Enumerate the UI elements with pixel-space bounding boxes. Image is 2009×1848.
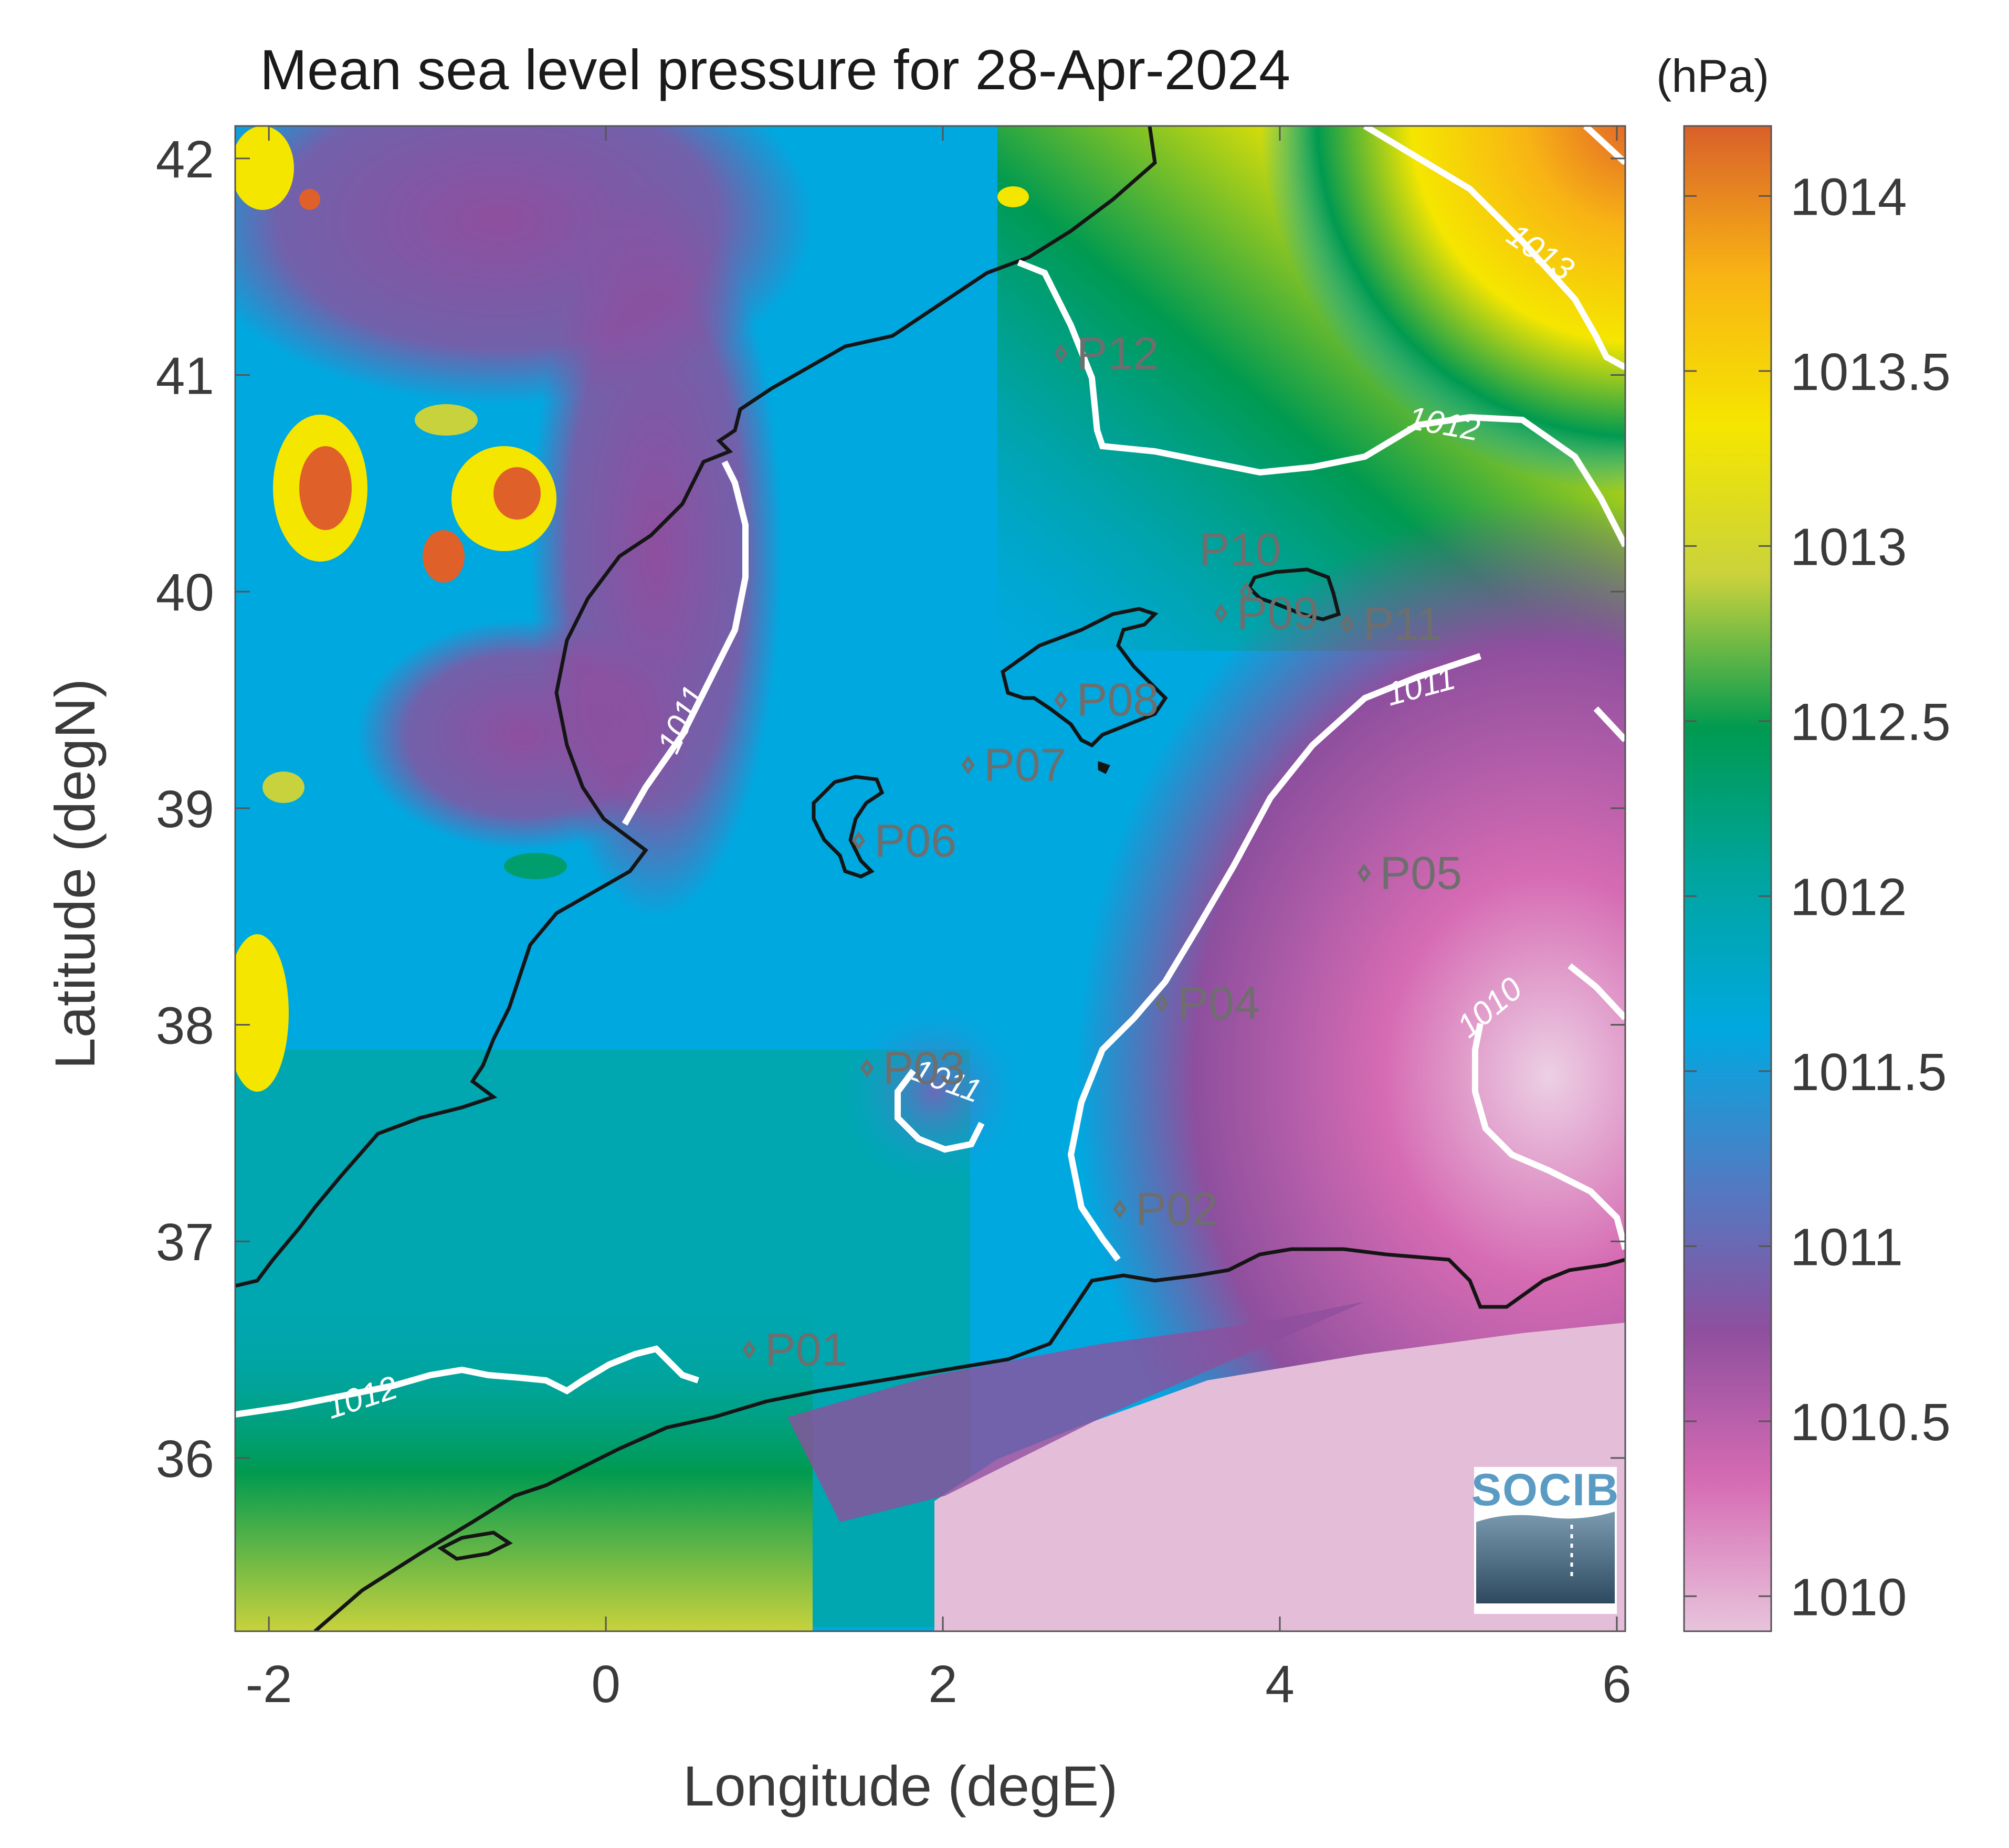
colorbar-tick-label: 1012 [1790, 868, 1907, 926]
spain-south-island [437, 1530, 513, 1561]
station-marker-p01 [742, 1340, 756, 1359]
station-label-p10: P10 [1199, 523, 1281, 575]
isobars [235, 126, 1625, 1418]
station-label-p06: P06 [875, 815, 957, 867]
station-marker-p09 [1214, 604, 1228, 623]
station-marker-p10 [1239, 582, 1253, 601]
y-tick-label: 37 [156, 1213, 214, 1272]
isobar-1011-east-b [1593, 706, 1625, 743]
y-tick-label: 39 [156, 780, 214, 839]
station-marker-p07 [961, 755, 975, 775]
x-tick-label: 4 [1265, 1655, 1295, 1714]
y-tick-label: 36 [156, 1430, 214, 1488]
x-tick-label: 0 [591, 1655, 620, 1714]
station-label-p12: P12 [1077, 327, 1159, 379]
africa-coast [313, 1247, 1625, 1631]
station-label-p02: P02 [1135, 1182, 1218, 1234]
map-title: Mean sea level pressure for 28-Apr-2024 [260, 38, 1290, 101]
y-tick-label: 41 [156, 347, 214, 406]
colorbar-tick-label: 1011.5 [1790, 1043, 1947, 1102]
isobar-1012-south [235, 1345, 699, 1418]
station-label-p04: P04 [1177, 977, 1260, 1029]
colorbar-tick-label: 1014 [1790, 167, 1907, 226]
x-tick-label: 2 [928, 1655, 958, 1714]
station-marker-p08 [1054, 690, 1068, 710]
colorbar-unit: (hPa) [1656, 50, 1769, 102]
isobar-1013-b [1583, 126, 1625, 165]
station-label-p09: P09 [1237, 587, 1319, 639]
station-marker-p11 [1340, 614, 1354, 634]
station-marker-p03 [860, 1058, 874, 1078]
spain-coast [235, 126, 1157, 1288]
colorbar-tick-label: 1011 [1790, 1218, 1903, 1276]
colorbar-tick-label: 1012.5 [1790, 693, 1951, 752]
coastline [235, 126, 1625, 1631]
station-marker-p05 [1357, 863, 1371, 883]
isobar-1010 [1472, 1022, 1625, 1250]
mallorca-coast [1001, 607, 1168, 748]
station-label-p01: P01 [765, 1324, 847, 1376]
ibiza-coast [812, 775, 885, 879]
station-label-p08: P08 [1077, 674, 1159, 726]
isobar-1011-low [895, 1069, 985, 1153]
logo-text: SOCIB [1471, 1465, 1619, 1515]
colorbar-tick-label: 1013 [1790, 518, 1907, 576]
station-marker-p12 [1054, 344, 1068, 363]
isobar-1012-north [1017, 259, 1625, 547]
socib-logo: SOCIB [1471, 1465, 1619, 1614]
station-label-p07: P07 [984, 738, 1066, 790]
isobar-1010-b [1568, 963, 1625, 1021]
x-tick-label: -2 [246, 1655, 292, 1714]
station-label-p11: P11 [1363, 598, 1442, 650]
y-tick-label: 38 [156, 997, 214, 1055]
isobar-1013 [1363, 126, 1625, 371]
x-tick-label: 6 [1602, 1655, 1632, 1714]
y-axis-ticks: 36 37 38 39 40 41 42 [156, 130, 1625, 1488]
y-tick-label: 40 [156, 563, 214, 622]
x-axis-label: Longitude (degE) [683, 1754, 1118, 1818]
colorbar-ticks: 1010 1010.5 1011 1011.5 1012 1012.5 1013 1013.5… [1684, 167, 1951, 1627]
isobar-1011-east [1067, 653, 1481, 1262]
x-axis-ticks: -2 0 2 4 6 [246, 126, 1632, 1714]
station-marker-p02 [1113, 1199, 1127, 1219]
pressure-field [235, 126, 1625, 1631]
y-axis-label: Latitude (degN) [43, 679, 107, 1069]
y-tick-label: 42 [156, 130, 214, 189]
colorbar-tick-label: 1013.5 [1790, 343, 1951, 402]
station-marker-p04 [1155, 994, 1169, 1013]
plot-frame [234, 125, 1626, 1632]
station-marker-p06 [851, 831, 866, 851]
isobar-1011-west [622, 460, 749, 826]
colorbar-tick-label: 1010.5 [1790, 1393, 1951, 1452]
station-label-p05: P05 [1380, 847, 1462, 899]
menorca-coast [1247, 567, 1341, 621]
station-label-p03: P03 [883, 1042, 965, 1094]
colorbar-tick-label: 1010 [1790, 1568, 1907, 1627]
colorbar [1683, 125, 1772, 1632]
